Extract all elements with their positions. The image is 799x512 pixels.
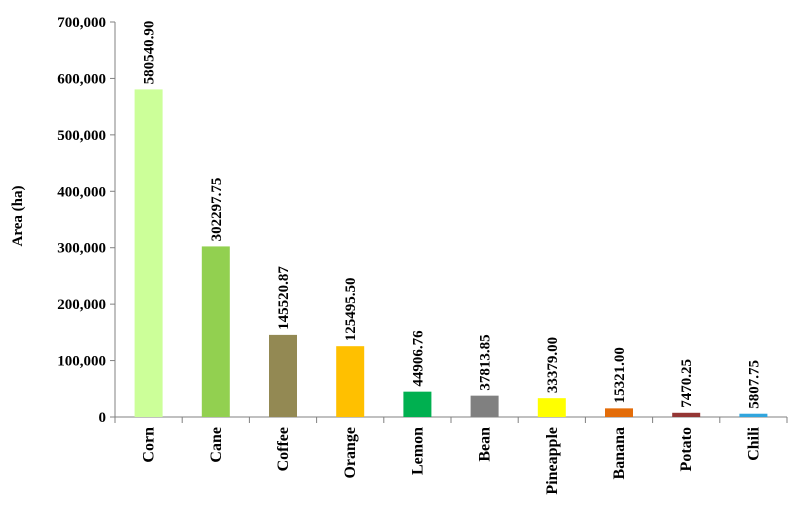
y-tick-label: 0 (99, 410, 107, 426)
data-label: 5807.75 (746, 360, 762, 409)
y-tick-label: 100,000 (57, 354, 106, 370)
category-label: Cane (208, 427, 225, 463)
data-label: 125495.50 (343, 277, 359, 341)
y-axis-title: Area (ha) (10, 186, 26, 247)
data-label: 7470.25 (679, 359, 695, 408)
data-label: 580540.90 (142, 21, 158, 85)
bar-coffee (269, 334, 297, 417)
category-label: Pineapple (544, 427, 561, 495)
y-tick-label: 700,000 (57, 15, 106, 31)
bar-potato (672, 412, 701, 417)
data-label: 145520.87 (276, 266, 292, 330)
category-label: Chili (745, 426, 762, 460)
y-tick-label: 300,000 (57, 241, 106, 257)
category-label: Bean (477, 427, 494, 462)
y-tick-label: 500,000 (57, 128, 106, 144)
bar-lemon (403, 391, 432, 417)
data-label: 37813.85 (478, 334, 494, 390)
data-label: 15321.00 (612, 347, 628, 403)
bar-pineapple (537, 398, 566, 417)
y-tick-label: 200,000 (57, 297, 106, 313)
category-label: Coffee (275, 427, 292, 471)
category-label: Orange (342, 427, 359, 479)
bar-bean (470, 395, 499, 417)
bar-corn (134, 89, 163, 418)
category-label: Potato (678, 427, 695, 471)
data-labels: 580540.90 302297.75 145520.87 125495.50 4490… (142, 21, 763, 409)
y-axis: 0 100,000 200,000 300,000 400,000 500,000 600,… (57, 15, 116, 426)
bars (134, 89, 768, 418)
bar-orange (336, 346, 365, 417)
y-tick-label: 600,000 (57, 71, 106, 87)
data-label: 33379.00 (545, 337, 561, 393)
bar-banana (605, 408, 633, 417)
category-labels: Corn Cane Coffee Orange Lemon Bean Pineapple Ba… (141, 426, 763, 494)
bar-chili (739, 413, 768, 417)
y-tick-label: 400,000 (57, 184, 106, 200)
x-axis (114, 416, 788, 423)
data-label: 44906.76 (410, 330, 426, 387)
category-label: Lemon (409, 427, 426, 475)
data-label: 302297.75 (209, 178, 225, 242)
category-label: Corn (141, 427, 158, 463)
category-label: Banana (611, 427, 628, 479)
bar-cane (201, 246, 230, 417)
